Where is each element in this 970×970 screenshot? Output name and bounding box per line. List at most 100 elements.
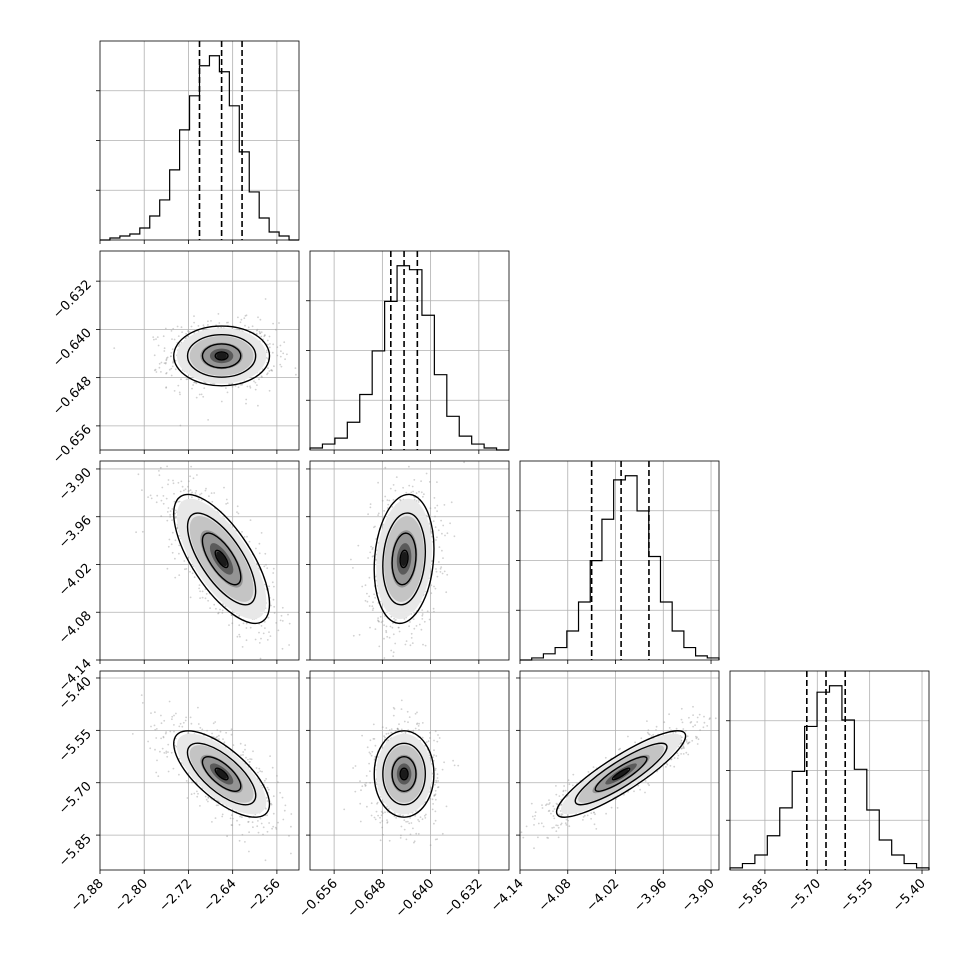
- scatter-point: [192, 384, 195, 386]
- scatter-point: [375, 810, 378, 813]
- scatter-point: [245, 639, 248, 642]
- scatter-point: [379, 821, 382, 824]
- scatter-point: [189, 596, 192, 599]
- panel-2-1: [306, 460, 510, 664]
- scatter-point: [396, 727, 399, 730]
- scatter-point: [176, 526, 179, 529]
- scatter-point: [215, 804, 218, 807]
- scatter-point: [411, 485, 414, 488]
- scatter-point: [433, 585, 435, 588]
- scatter-point: [364, 584, 367, 587]
- scatter-point: [547, 837, 550, 839]
- scatter-point: [373, 526, 375, 529]
- scatter-point: [268, 631, 270, 633]
- scatter-point: [371, 548, 374, 550]
- density-fill: [216, 769, 227, 779]
- scatter-point: [395, 817, 397, 819]
- y-tick-label: −5.70: [56, 779, 95, 818]
- scatter-point: [377, 512, 380, 515]
- scatter-point: [163, 719, 166, 722]
- scatter-point: [272, 567, 275, 570]
- scatter-point: [156, 336, 159, 338]
- scatter-point: [438, 546, 441, 548]
- scatter-point: [197, 792, 199, 795]
- panel-frame: [99, 250, 300, 451]
- scatter-point: [196, 790, 198, 793]
- scatter-point: [179, 393, 181, 396]
- scatter-point: [137, 473, 140, 476]
- scatter-point: [183, 560, 186, 562]
- contour-line: [201, 343, 242, 369]
- scatter-point: [157, 775, 160, 778]
- scatter-point: [288, 622, 291, 625]
- scatter-point: [400, 728, 403, 731]
- scatter-point: [166, 356, 169, 359]
- scatter-point: [183, 489, 185, 492]
- scatter-point: [604, 756, 607, 759]
- scatter-point: [369, 770, 371, 773]
- scatter-point: [692, 725, 694, 728]
- scatter-point: [370, 802, 373, 805]
- scatter-point: [369, 752, 372, 755]
- scatter-point: [441, 572, 444, 575]
- scatter-point: [374, 525, 376, 528]
- scatter-point: [408, 625, 410, 628]
- scatter-point: [408, 716, 411, 718]
- scatter-point: [648, 733, 651, 736]
- scatter-point: [379, 816, 381, 819]
- scatter-point: [550, 812, 552, 815]
- scatter-point: [271, 766, 274, 769]
- scatter-point: [374, 628, 377, 630]
- scatter-point: [260, 532, 263, 534]
- scatter-point: [567, 814, 569, 816]
- scatter-point: [397, 728, 400, 731]
- scatter-point: [155, 728, 158, 730]
- scatter-point: [231, 824, 234, 827]
- scatter-point: [423, 814, 426, 817]
- scatter-point: [369, 739, 372, 742]
- scatter-point: [434, 793, 437, 796]
- scatter-point: [171, 519, 174, 521]
- scatter-point: [361, 585, 364, 588]
- scatter-point: [400, 708, 403, 710]
- scatter-point: [275, 328, 277, 331]
- scatter-point: [225, 503, 228, 505]
- scatter-point: [141, 489, 143, 491]
- scatter-point: [236, 505, 239, 508]
- scatter-point: [410, 822, 413, 824]
- scatter-point: [171, 551, 174, 554]
- scatter-point: [264, 627, 266, 629]
- scatter-point: [364, 783, 366, 786]
- scatter-point: [204, 597, 207, 600]
- contour-line: [186, 742, 257, 806]
- scatter-point: [265, 351, 268, 354]
- density-fill: [400, 769, 408, 779]
- scatter-point: [163, 362, 166, 364]
- scatter-point: [369, 503, 372, 505]
- scatter-point: [681, 736, 683, 739]
- scatter-point: [191, 491, 194, 494]
- scatter-point: [207, 800, 209, 803]
- scatter-point: [270, 803, 273, 806]
- scatter-point: [153, 369, 156, 372]
- panel-0-0: [96, 40, 300, 244]
- scatter-point: [274, 826, 277, 829]
- scatter-point: [443, 761, 445, 764]
- contour-line: [382, 742, 426, 806]
- scatter-point: [166, 755, 169, 758]
- scatter-point: [360, 789, 362, 792]
- contour-line: [201, 532, 242, 586]
- scatter-point: [221, 815, 224, 818]
- scatter-point: [169, 730, 172, 733]
- scatter-point: [441, 532, 443, 535]
- scatter-point: [377, 619, 379, 622]
- scatter-point: [239, 815, 242, 818]
- scatter-point: [180, 341, 183, 344]
- scatter-point: [367, 513, 369, 516]
- scatter-point: [262, 632, 265, 635]
- scatter-point: [282, 818, 285, 821]
- scatter-point: [403, 618, 406, 620]
- scatter-point: [234, 385, 237, 387]
- scatter-point: [430, 532, 433, 534]
- scatter-point: [409, 833, 412, 836]
